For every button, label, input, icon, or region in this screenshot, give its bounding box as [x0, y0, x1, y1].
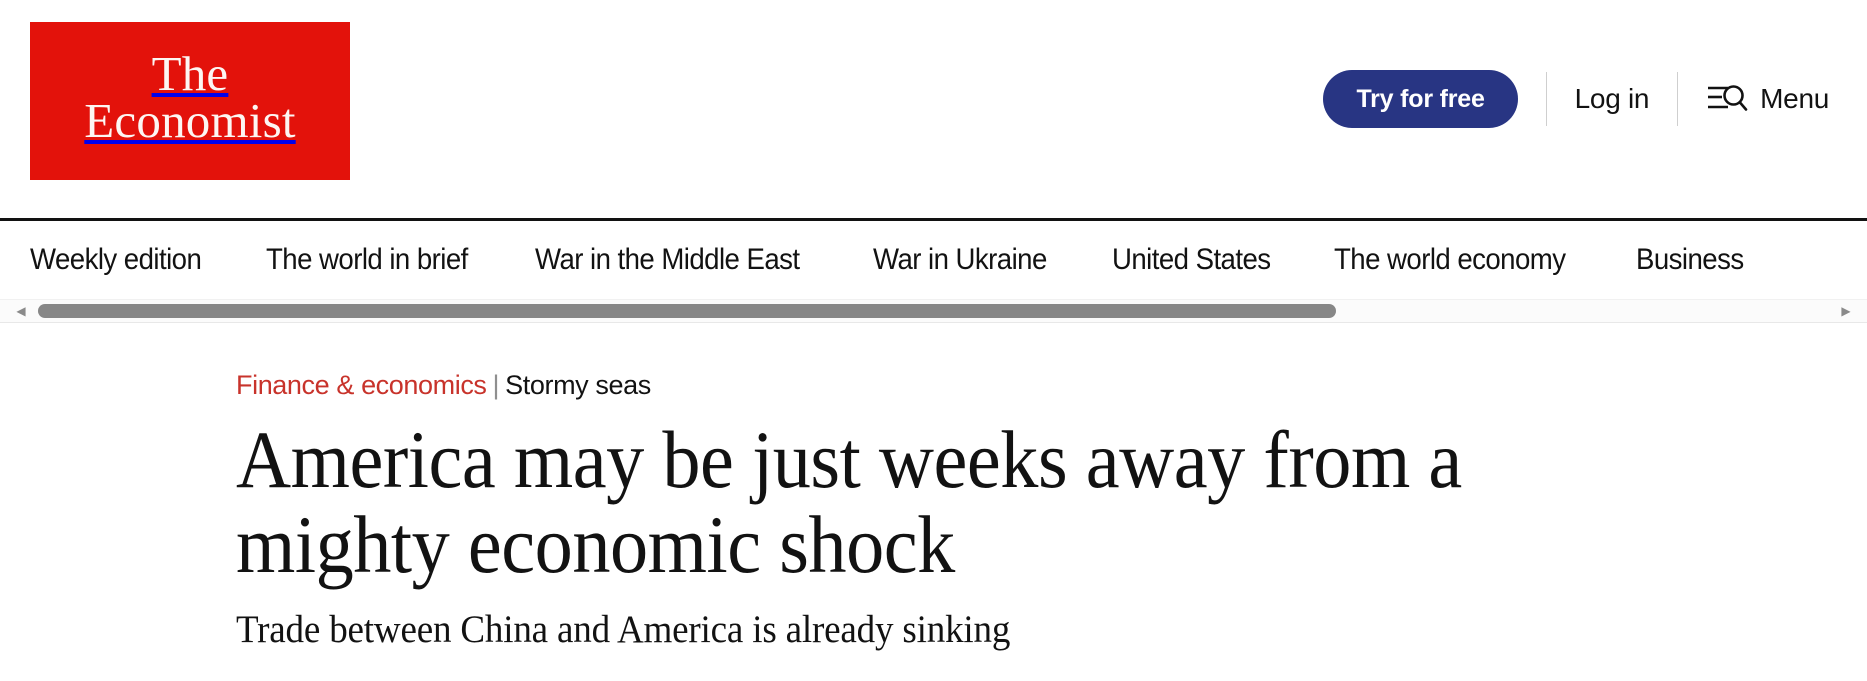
menu-label: Menu [1760, 83, 1829, 114]
login-link[interactable]: Log in [1574, 83, 1650, 114]
nav-item-war-in-ukraine[interactable]: War in Ukraine [872, 243, 1047, 276]
article-kicker: Finance & economics | Stormy seas [236, 370, 1807, 401]
triangle-right-icon[interactable]: ▶ [1841, 304, 1851, 318]
nav-item-united-states[interactable]: United States [1111, 243, 1271, 276]
masthead-rule [0, 218, 1867, 221]
scrollbar-thumb[interactable] [38, 304, 1337, 318]
kicker-separator: | [492, 370, 500, 400]
article-section-link[interactable]: Finance & economics [236, 370, 487, 400]
economist-logo[interactable]: The Economist [30, 22, 350, 180]
nav-item-the-world-economy[interactable]: The world economy [1334, 243, 1566, 276]
logo-line-economist: Economist [84, 93, 296, 148]
article-headline: America may be just weeks away from a mi… [236, 413, 1462, 590]
nav-item-business[interactable]: Business [1635, 243, 1744, 276]
header-divider-2 [1677, 72, 1679, 126]
scrollbar-track[interactable] [38, 304, 1829, 318]
triangle-left-icon[interactable]: ◀ [16, 304, 26, 318]
hamburger-search-icon [1706, 82, 1748, 116]
header-divider-1 [1545, 72, 1547, 126]
masthead: The Economist Try for free Log in [0, 0, 1867, 221]
nav-item-the-world-in-brief[interactable]: The world in brief [266, 243, 468, 276]
article-flytitle: Stormy seas [505, 370, 651, 400]
nav-horizontal-scrollbar[interactable]: ◀ ▶ [0, 299, 1867, 323]
article-standfirst: Trade between China and America is alrea… [236, 608, 1011, 652]
article-header: Finance & economics | Stormy seas America … [236, 325, 1807, 654]
logo-line-the: The [151, 46, 229, 102]
try-for-free-button[interactable]: Try for free [1323, 70, 1518, 128]
menu-button[interactable]: Menu [1706, 82, 1829, 116]
nav-item-weekly-edition[interactable]: Weekly edition [30, 243, 202, 276]
nav-item-war-in-the-middle-east[interactable]: War in the Middle East [535, 243, 800, 276]
section-nav: Weekly edition The world in brief War in… [0, 221, 1867, 299]
logo-wordmark: The Economist [84, 46, 296, 150]
header-actions: Try for free Log in Menu [1323, 68, 1829, 130]
